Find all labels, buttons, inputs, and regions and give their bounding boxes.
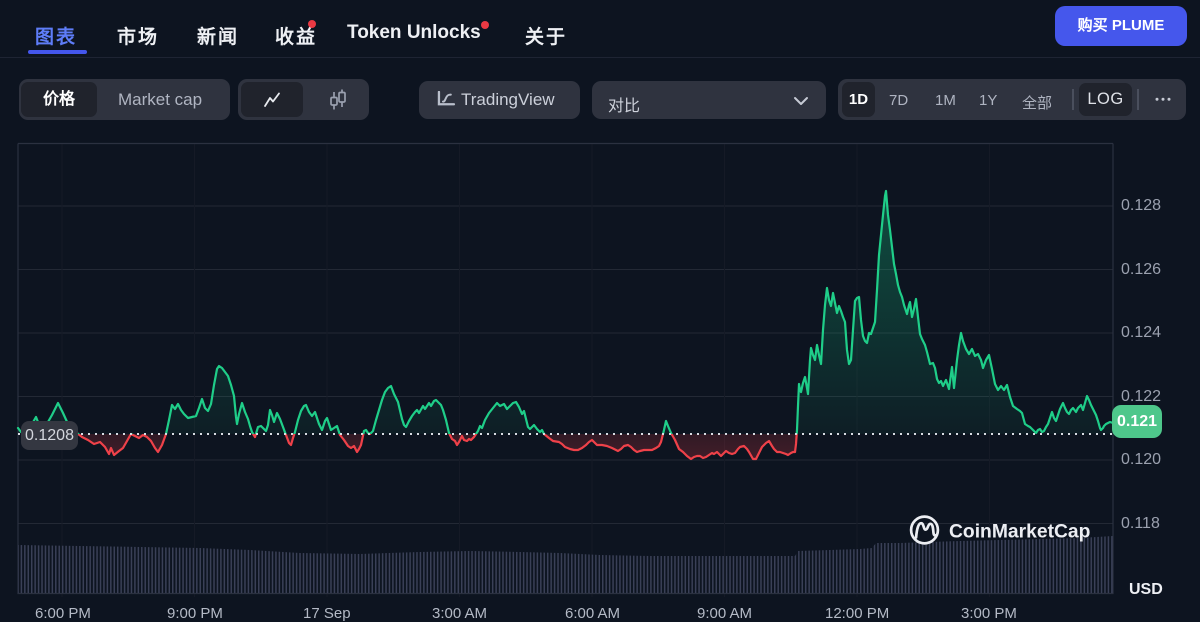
svg-text:CoinMarketCap: CoinMarketCap (949, 522, 1090, 543)
